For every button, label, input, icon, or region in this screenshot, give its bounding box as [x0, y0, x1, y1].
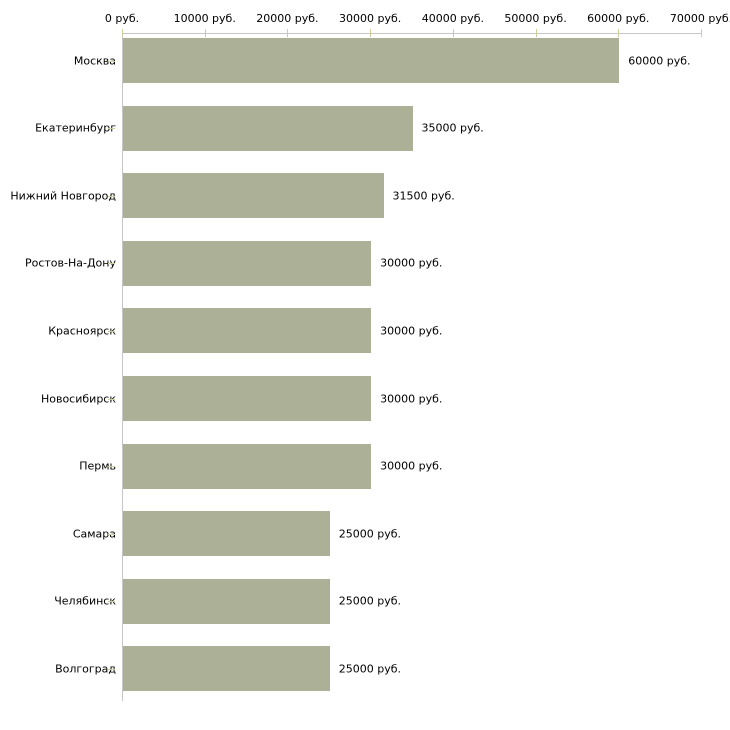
x-axis-tick-label: 50000 руб.	[504, 12, 567, 25]
bar	[123, 173, 384, 219]
category-tick-mark	[108, 195, 115, 197]
value-label: 25000 руб.	[338, 594, 402, 608]
x-axis-tick-label: 20000 руб.	[256, 12, 319, 25]
value-label: 30000 руб.	[380, 459, 443, 473]
x-axis-tick-mark	[122, 29, 123, 37]
bar	[123, 308, 372, 354]
category-label: Ростов-На-Дону	[24, 256, 116, 270]
category-label: Екатеринбург	[35, 121, 116, 135]
x-axis-tick-label: 70000 руб.	[669, 12, 730, 25]
value-label: 60000 руб.	[628, 54, 691, 67]
value-label: 31500 руб.	[392, 189, 455, 203]
category-tick-mark	[108, 466, 115, 468]
category-label: Новосибирск	[40, 392, 116, 405]
bar	[123, 443, 372, 489]
bar	[123, 105, 413, 151]
category-label: Москва	[73, 54, 116, 67]
x-axis-tick-label: 60000 руб.	[587, 12, 650, 25]
bar	[123, 646, 330, 692]
x-axis-tick-mark	[618, 29, 620, 37]
x-axis-tick-mark	[535, 29, 537, 37]
x-axis-tick-mark	[370, 29, 372, 37]
value-label: 25000 руб.	[338, 662, 402, 676]
category-tick-mark	[108, 263, 115, 265]
value-label: 25000 руб.	[338, 527, 402, 541]
x-axis-tick-label: 30000 руб.	[339, 12, 402, 25]
x-axis-tick-mark	[287, 29, 289, 37]
category-label: Челябинск	[54, 594, 116, 608]
category-tick-mark	[108, 128, 115, 130]
x-axis-tick-mark	[701, 29, 702, 37]
category-label: Нижний Новгород	[10, 189, 116, 203]
category-label: Пермь	[79, 459, 116, 473]
x-axis-tick-mark	[452, 29, 454, 37]
x-axis-tick-mark	[204, 29, 206, 37]
value-label: 30000 руб.	[380, 256, 443, 270]
bar	[123, 511, 330, 557]
category-tick-mark	[108, 60, 115, 62]
category-tick-mark	[108, 668, 115, 670]
y-axis-line	[122, 33, 123, 701]
bar	[123, 38, 620, 83]
bar	[123, 578, 330, 624]
category-label: Самара	[72, 527, 116, 541]
category-tick-mark	[108, 398, 115, 400]
category-label: Красноярск	[48, 324, 116, 338]
category-label: Волгоград	[55, 662, 116, 676]
x-axis-tick-label: 10000 руб.	[173, 12, 236, 25]
bar	[123, 240, 372, 286]
x-axis-tick-label: 40000 руб.	[421, 12, 484, 25]
bar	[123, 376, 372, 421]
value-label: 30000 руб.	[380, 392, 443, 405]
x-axis-line	[122, 33, 701, 34]
value-label: 35000 руб.	[421, 121, 484, 135]
category-tick-mark	[108, 533, 115, 535]
category-tick-mark	[108, 330, 115, 332]
value-label: 30000 руб.	[380, 324, 443, 338]
category-tick-mark	[108, 601, 115, 603]
x-axis-tick-label: 0 руб.	[104, 12, 140, 25]
